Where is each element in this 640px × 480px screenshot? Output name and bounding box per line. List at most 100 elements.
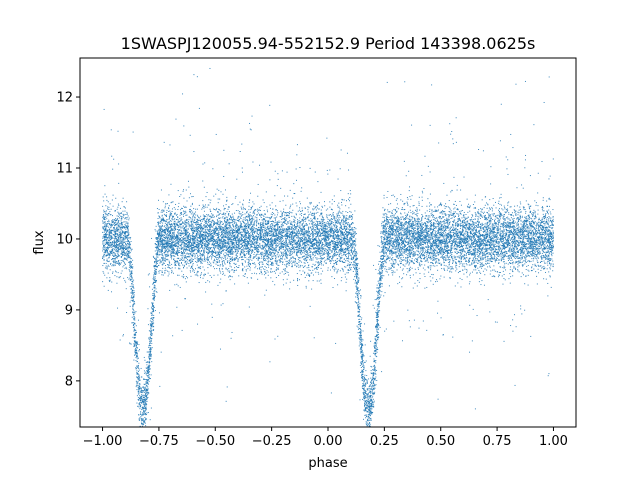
data-point	[523, 238, 525, 240]
data-point	[238, 238, 240, 240]
data-point	[452, 257, 454, 259]
data-point	[108, 253, 110, 255]
data-point	[259, 224, 261, 226]
data-point	[235, 254, 237, 256]
data-point	[284, 270, 286, 272]
data-point	[153, 266, 155, 268]
data-point	[491, 230, 493, 232]
data-point	[221, 232, 223, 234]
data-point	[284, 258, 286, 260]
data-point	[194, 235, 196, 237]
data-point	[189, 243, 191, 245]
data-point	[540, 236, 542, 238]
data-point	[354, 254, 356, 256]
data-point	[262, 251, 264, 253]
data-point	[537, 172, 539, 174]
data-point	[361, 355, 363, 357]
data-point	[434, 249, 436, 251]
data-point	[108, 254, 110, 256]
data-point	[232, 216, 234, 218]
data-point	[478, 269, 480, 271]
data-point	[400, 247, 402, 249]
data-point	[330, 229, 332, 231]
data-point	[512, 222, 514, 224]
data-point	[386, 257, 388, 259]
data-point	[259, 230, 261, 232]
data-point	[348, 207, 350, 209]
data-point	[521, 258, 523, 260]
data-point	[125, 257, 127, 259]
data-point	[485, 247, 487, 249]
data-point	[354, 252, 356, 254]
data-point	[339, 168, 341, 170]
data-point	[208, 230, 210, 232]
data-point	[395, 255, 397, 257]
data-point	[397, 258, 399, 260]
data-point	[261, 227, 263, 229]
data-point	[528, 243, 530, 245]
data-point	[523, 232, 525, 234]
data-point	[528, 260, 530, 262]
data-point	[119, 231, 121, 233]
data-point	[447, 223, 449, 225]
data-point	[480, 243, 482, 244]
data-point	[264, 270, 266, 272]
data-point	[473, 269, 475, 271]
data-point	[514, 244, 516, 246]
data-point	[447, 266, 449, 268]
data-point	[260, 239, 262, 241]
data-point	[332, 213, 334, 215]
data-point	[434, 211, 436, 213]
data-point	[303, 255, 305, 257]
data-point	[435, 234, 437, 236]
data-point	[277, 227, 279, 229]
data-point	[259, 242, 261, 244]
data-point	[538, 218, 540, 220]
data-point	[333, 249, 335, 251]
data-point	[348, 226, 350, 228]
data-point	[373, 360, 375, 361]
data-point	[497, 276, 499, 278]
data-point	[369, 405, 371, 407]
data-point	[209, 251, 211, 253]
data-point	[105, 230, 107, 232]
data-point	[216, 254, 218, 256]
data-point	[409, 215, 411, 217]
data-point	[264, 246, 266, 248]
data-point	[393, 264, 395, 266]
data-point	[200, 262, 202, 264]
data-point	[417, 233, 419, 235]
data-point	[524, 263, 526, 265]
data-point	[448, 206, 449, 208]
data-point	[347, 212, 349, 213]
data-point	[138, 418, 140, 420]
data-point	[386, 196, 388, 198]
data-point	[266, 256, 268, 258]
data-point	[190, 227, 192, 229]
data-point	[319, 262, 321, 264]
data-point	[447, 220, 449, 222]
data-point	[180, 217, 182, 219]
data-point	[107, 261, 109, 263]
data-point	[300, 203, 301, 205]
data-point	[154, 246, 156, 248]
data-point	[334, 225, 336, 227]
data-point	[247, 221, 249, 223]
data-point	[185, 212, 187, 214]
data-point	[317, 242, 319, 244]
data-point	[502, 256, 504, 258]
data-point	[360, 322, 362, 324]
data-point	[161, 242, 163, 244]
data-point	[368, 398, 370, 400]
data-point	[341, 243, 343, 245]
data-point	[464, 266, 466, 268]
data-point	[117, 203, 119, 205]
data-point	[386, 268, 388, 270]
data-point	[291, 234, 293, 236]
data-point	[236, 255, 238, 257]
data-point	[486, 249, 488, 251]
data-point	[361, 374, 363, 376]
data-point	[336, 254, 338, 256]
data-point	[388, 239, 390, 241]
data-point	[350, 250, 352, 252]
